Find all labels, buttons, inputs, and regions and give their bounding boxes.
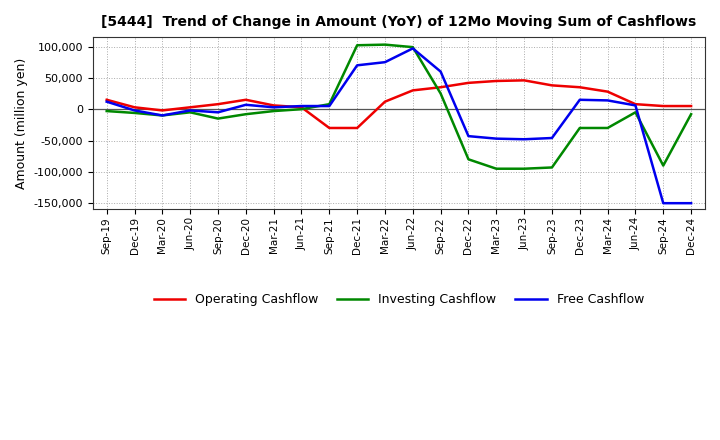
Investing Cashflow [158,113,166,118]
Free Cashflow [214,110,222,115]
Y-axis label: Amount (million yen): Amount (million yen) [15,58,28,189]
Investing Cashflow [381,42,390,47]
Legend: Operating Cashflow, Investing Cashflow, Free Cashflow: Operating Cashflow, Investing Cashflow, … [149,288,649,311]
Free Cashflow [130,108,139,113]
Operating Cashflow [269,103,278,108]
Operating Cashflow [158,108,166,113]
Operating Cashflow [353,125,361,131]
Operating Cashflow [186,105,194,110]
Operating Cashflow [520,78,528,83]
Investing Cashflow [687,112,696,117]
Operating Cashflow [659,103,667,109]
Free Cashflow [353,62,361,68]
Free Cashflow [659,201,667,206]
Operating Cashflow [241,97,250,103]
Title: [5444]  Trend of Change in Amount (YoY) of 12Mo Moving Sum of Cashflows: [5444] Trend of Change in Amount (YoY) o… [102,15,696,29]
Free Cashflow [687,201,696,206]
Investing Cashflow [102,108,111,114]
Investing Cashflow [436,91,445,96]
Operating Cashflow [575,84,584,90]
Operating Cashflow [408,88,417,93]
Operating Cashflow [381,99,390,104]
Operating Cashflow [631,102,640,107]
Investing Cashflow [325,102,333,107]
Investing Cashflow [548,165,557,170]
Free Cashflow [520,137,528,142]
Free Cashflow [297,103,306,109]
Investing Cashflow [297,106,306,112]
Investing Cashflow [492,166,500,171]
Investing Cashflow [631,110,640,115]
Free Cashflow [548,136,557,141]
Free Cashflow [269,105,278,110]
Free Cashflow [381,59,390,65]
Operating Cashflow [297,105,306,110]
Free Cashflow [603,98,612,103]
Operating Cashflow [214,102,222,107]
Investing Cashflow [659,163,667,168]
Operating Cashflow [325,125,333,131]
Free Cashflow [325,103,333,109]
Free Cashflow [575,97,584,103]
Free Cashflow [464,133,473,139]
Line: Operating Cashflow: Operating Cashflow [107,81,691,128]
Investing Cashflow [520,166,528,171]
Free Cashflow [158,113,166,118]
Investing Cashflow [575,125,584,131]
Investing Cashflow [241,112,250,117]
Free Cashflow [102,99,111,104]
Investing Cashflow [214,116,222,121]
Investing Cashflow [130,110,139,116]
Free Cashflow [436,69,445,74]
Free Cashflow [492,136,500,141]
Investing Cashflow [603,125,612,131]
Investing Cashflow [186,110,194,115]
Line: Investing Cashflow: Investing Cashflow [107,44,691,169]
Operating Cashflow [492,78,500,84]
Free Cashflow [241,102,250,107]
Operating Cashflow [130,105,139,110]
Operating Cashflow [102,97,111,103]
Operating Cashflow [464,80,473,85]
Operating Cashflow [603,89,612,94]
Line: Free Cashflow: Free Cashflow [107,48,691,203]
Operating Cashflow [687,103,696,109]
Free Cashflow [186,108,194,113]
Investing Cashflow [464,157,473,162]
Investing Cashflow [269,108,278,114]
Operating Cashflow [548,83,557,88]
Free Cashflow [631,103,640,108]
Operating Cashflow [436,84,445,90]
Investing Cashflow [353,43,361,48]
Free Cashflow [408,46,417,51]
Investing Cashflow [408,44,417,50]
